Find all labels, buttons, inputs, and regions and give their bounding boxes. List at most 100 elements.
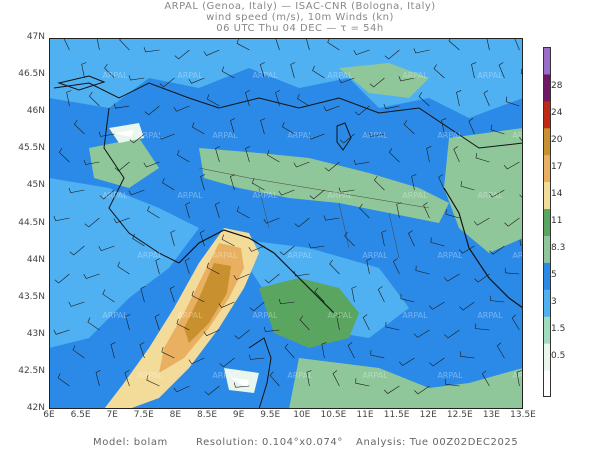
map-frame — [49, 38, 523, 409]
wind-barb — [489, 295, 505, 303]
wind-barb — [249, 301, 265, 312]
wind-barb — [125, 314, 131, 331]
colorbar-segment — [543, 370, 551, 397]
lat-label: 44N — [26, 254, 45, 265]
colorbar — [543, 47, 551, 397]
wind-barb — [460, 181, 475, 191]
wind-barb — [191, 122, 205, 135]
wind-barb — [236, 206, 250, 219]
wind-barb — [143, 47, 160, 53]
wind-barb — [384, 49, 400, 60]
wind-field-lightblue-2 — [49, 178, 199, 348]
lake-geneva — [57, 75, 106, 91]
wind-barb — [128, 75, 145, 81]
wind-barb — [438, 174, 445, 191]
wind-barb — [215, 146, 221, 163]
wind-barb — [144, 105, 160, 116]
watermark: ARPAL — [137, 371, 163, 380]
colorbar-segment — [543, 181, 551, 210]
wind-barb — [214, 202, 220, 219]
watermark: ARPAL — [477, 311, 503, 320]
wind-barb — [218, 301, 235, 308]
wind-barb — [251, 178, 265, 191]
wind-field-green-ne — [444, 128, 523, 253]
wind-barb — [332, 370, 340, 387]
wind-barb — [294, 217, 310, 228]
lon-label: 10.5E — [320, 410, 347, 420]
wind-barb — [154, 314, 160, 331]
wind-barb — [230, 174, 236, 191]
wind-barb — [236, 38, 250, 51]
colorbar-label: 28 — [551, 81, 563, 92]
wind-barb — [430, 237, 445, 247]
watermark: ARPAL — [437, 131, 463, 140]
lake-garda — [336, 122, 352, 151]
wind-barb — [66, 90, 72, 107]
wind-barb — [203, 49, 220, 56]
lon-label: 9E — [232, 410, 245, 420]
wind-field-green-tuscany — [259, 278, 359, 348]
wind-barb — [511, 314, 520, 331]
wind-barb — [132, 233, 145, 247]
wind-barb — [413, 48, 430, 54]
wind-barb — [234, 329, 250, 340]
wind-barb — [338, 77, 355, 84]
wind-barb — [414, 385, 430, 395]
wind-barb — [53, 329, 70, 335]
wind-barb — [388, 148, 400, 163]
wind-barb — [57, 373, 70, 387]
wind-barb — [323, 105, 340, 112]
watermark: ARPAL — [512, 131, 523, 140]
lon-label: 9.5E — [260, 410, 281, 420]
wind-barb — [503, 161, 520, 170]
watermark: ARPAL — [287, 131, 313, 140]
wind-barb — [282, 122, 295, 135]
coastline-adriatic — [443, 187, 523, 309]
wind-barb — [481, 370, 490, 387]
wind-barb — [415, 265, 430, 275]
lon-label: 7E — [106, 410, 118, 420]
wind-barb — [230, 118, 236, 135]
border-alps — [53, 82, 523, 149]
watermarks: ARPAL ARPAL ARPAL ARPAL ARPAL ARPAL ARPAL ARPAL… — [102, 71, 523, 380]
colorbar-segment — [543, 262, 551, 290]
wind-barb — [58, 148, 70, 163]
wind-barb — [83, 159, 100, 165]
wind-barb — [155, 258, 161, 275]
wind-barb — [96, 38, 100, 51]
wind-barb — [191, 290, 205, 303]
wind-barb — [383, 103, 400, 110]
wind-barb — [159, 77, 175, 88]
wind-barb — [519, 239, 523, 246]
wind-barb — [53, 216, 70, 222]
wind-barb — [185, 202, 191, 219]
wind-barb — [353, 159, 370, 165]
wind-barb — [321, 342, 327, 359]
wind-barb — [102, 289, 115, 303]
wind-barb — [259, 62, 265, 79]
header-line-1: ARPAL (Genoa, Italy) — ISAC-CNR (Bologna… — [164, 1, 436, 12]
lat-label: 45N — [26, 180, 45, 191]
footer-resolution: Resolution: 0.104°x0.074° — [196, 437, 343, 448]
lon-label: 8.5E — [197, 410, 217, 420]
colorbar-segment — [543, 47, 551, 75]
watermark: ARPAL — [212, 251, 238, 260]
wind-field-white — [114, 130, 134, 137]
wind-barb — [359, 203, 370, 219]
wind-barb — [486, 38, 490, 51]
wind-barb — [429, 357, 445, 367]
colorbar-segment — [543, 289, 551, 317]
wind-barb — [377, 286, 385, 303]
wind-barb — [87, 317, 100, 331]
wind-barb — [327, 38, 340, 51]
wind-barb — [98, 245, 115, 252]
lat-label: 45.5N — [18, 143, 45, 154]
wind-barb — [468, 118, 475, 135]
wind-barb — [398, 76, 415, 82]
watermark: ARPAL — [512, 251, 523, 260]
watermark: ARPAL — [102, 311, 128, 320]
wind-barb — [68, 301, 85, 307]
wind-barb — [498, 62, 505, 79]
corsica-coast — [248, 337, 272, 409]
wind-barb — [344, 231, 355, 247]
